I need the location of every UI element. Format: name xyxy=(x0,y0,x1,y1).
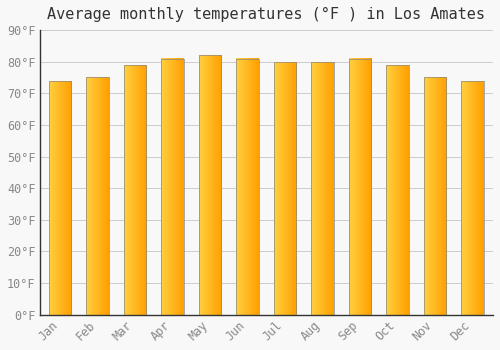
Bar xyxy=(349,58,372,315)
Bar xyxy=(274,62,296,315)
Bar xyxy=(49,80,72,315)
Bar xyxy=(162,58,184,315)
Bar xyxy=(386,65,408,315)
Bar xyxy=(86,77,109,315)
Bar xyxy=(312,62,334,315)
Title: Average monthly temperatures (°F ) in Los Amates: Average monthly temperatures (°F ) in Lo… xyxy=(48,7,486,22)
Bar xyxy=(461,80,483,315)
Bar xyxy=(236,58,259,315)
Bar xyxy=(424,77,446,315)
Bar xyxy=(124,65,146,315)
Bar xyxy=(199,55,222,315)
